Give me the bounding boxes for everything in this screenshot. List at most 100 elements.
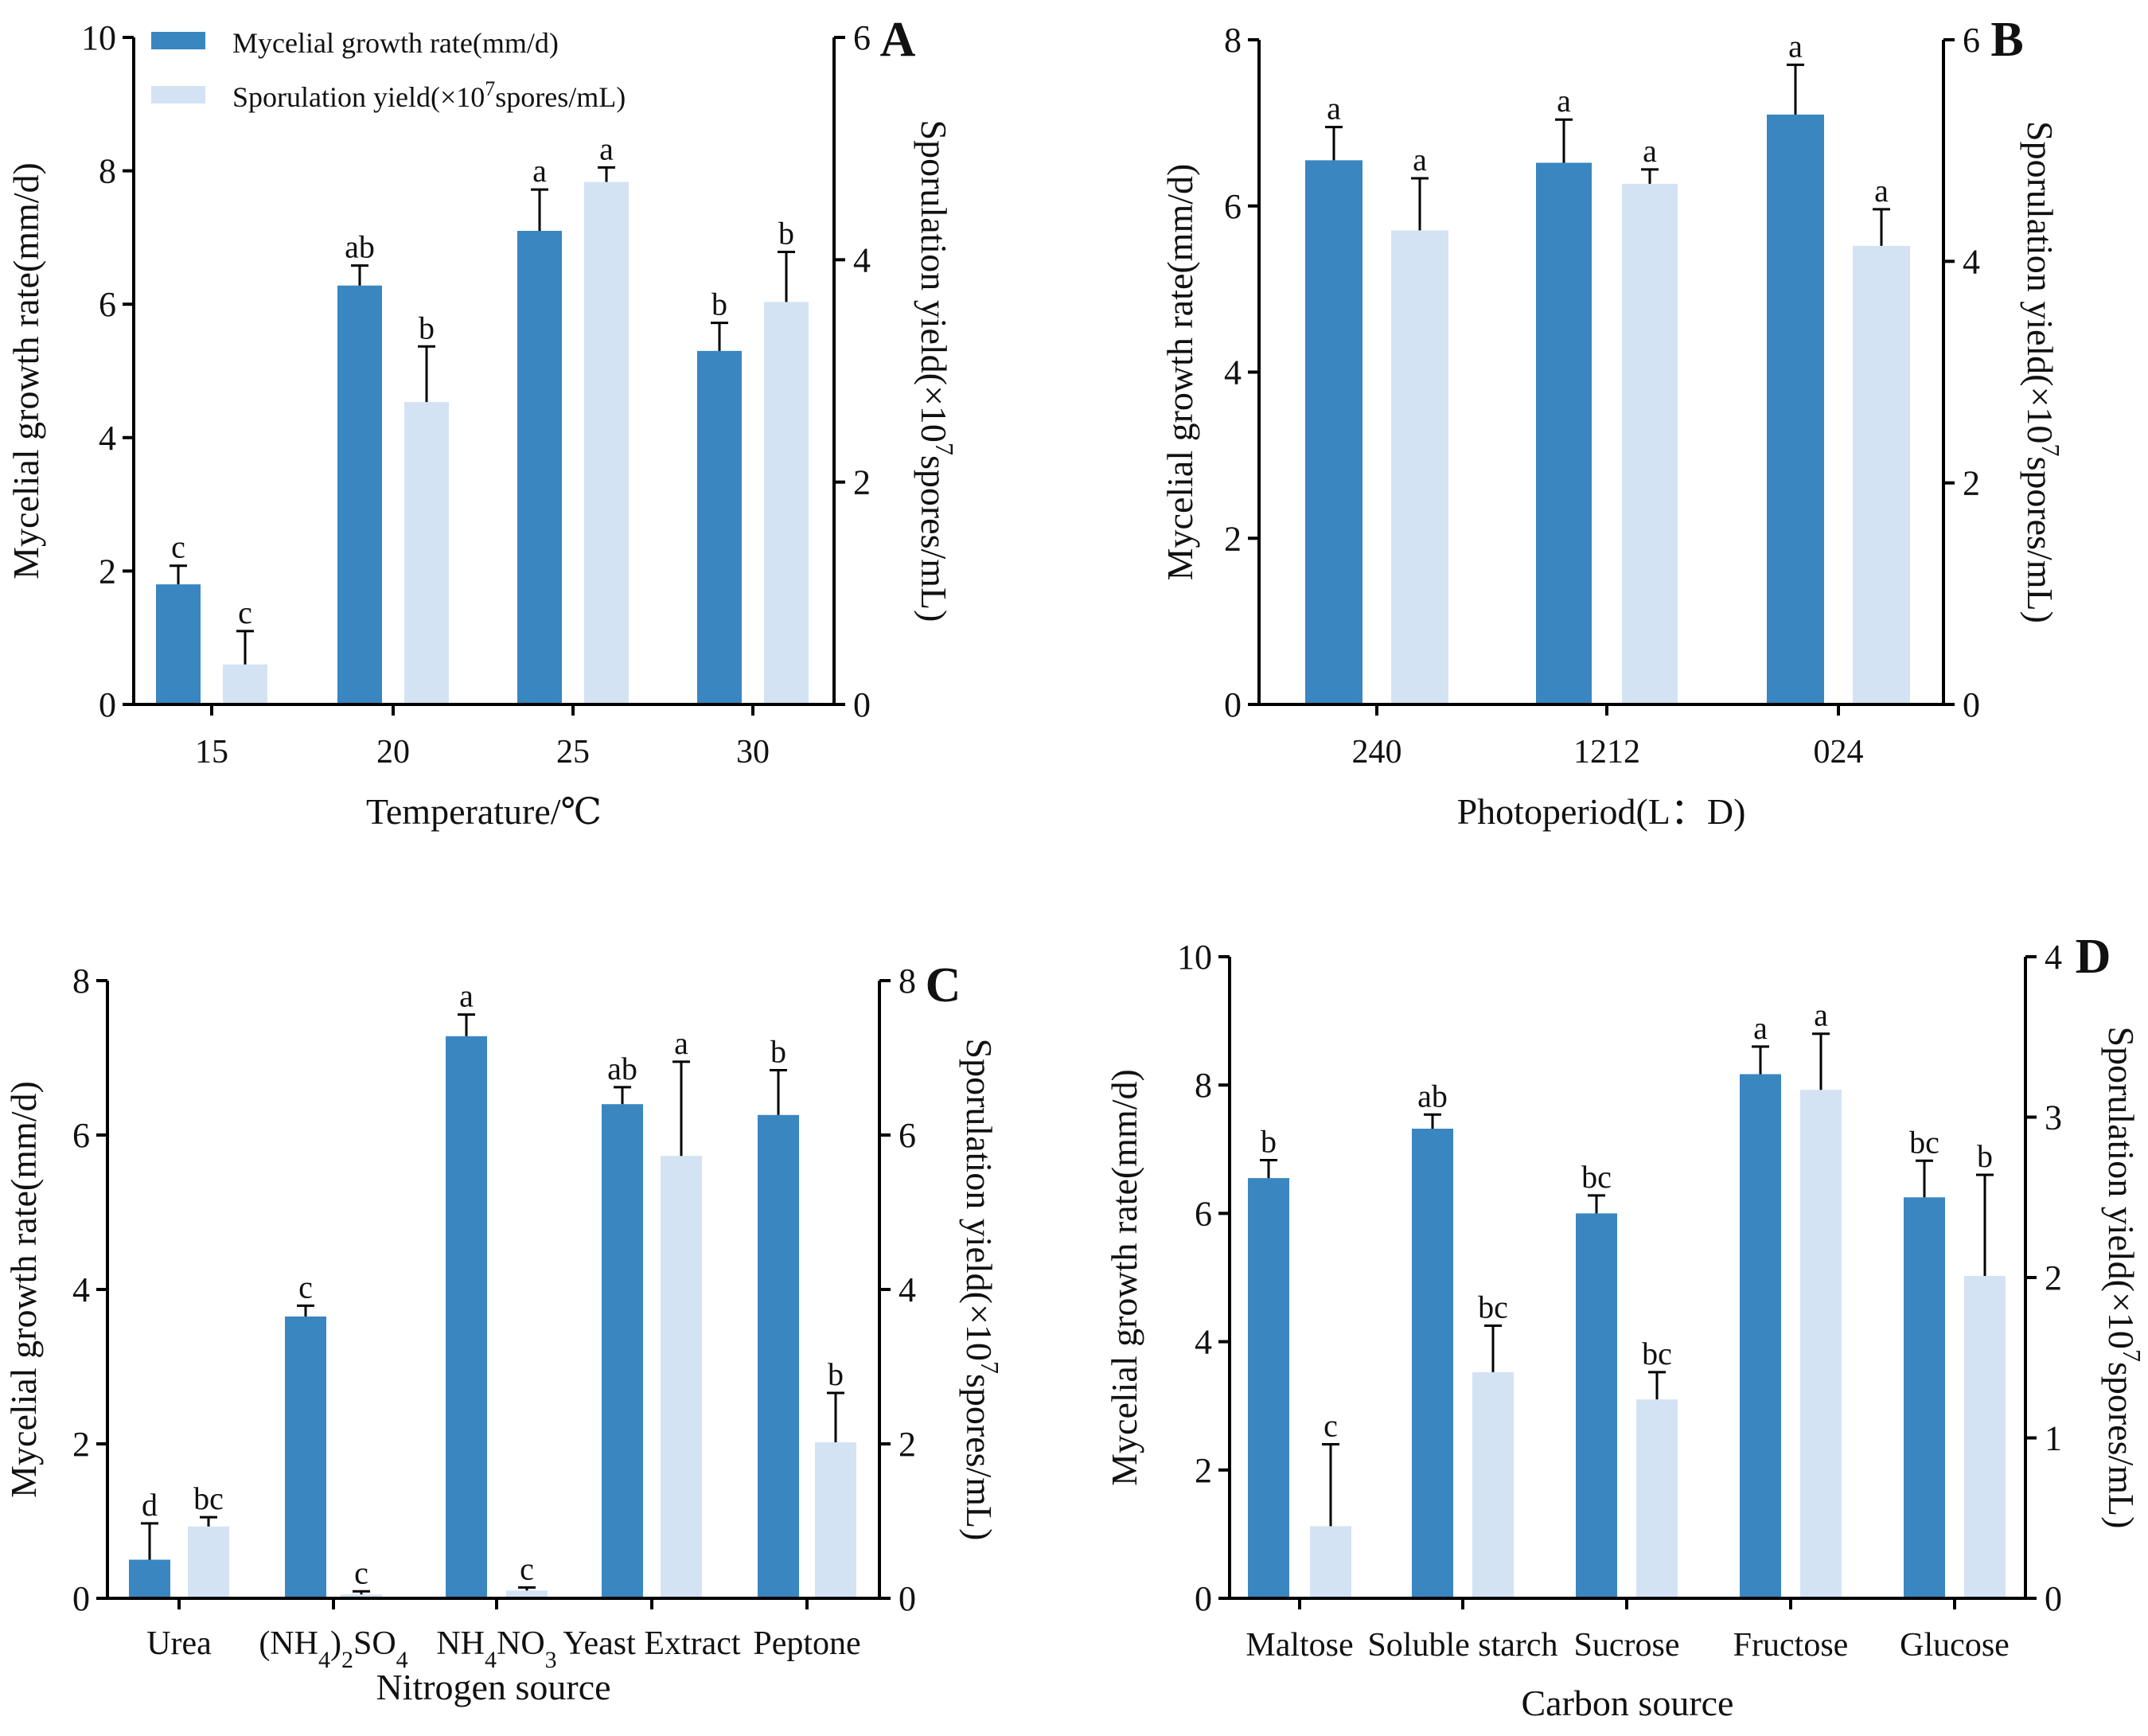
left-tick-label: 6 [1195,1194,1212,1233]
category-label-part: ) [330,1625,341,1662]
left-tick-label: 0 [99,685,116,724]
significance-letter: a [1874,173,1889,209]
bar-D-s0-c1 [1412,1129,1453,1598]
right-tick-label: 8 [899,962,916,1001]
right-y-axis-title-prefix: Sporulation yield(×10 [2101,1027,2142,1349]
left-y-axis-title: Mycelial growth rate(mm/d) [6,162,46,579]
right-y-axis-title-prefix: Sporulation yield(×10 [959,1039,1000,1361]
bar-C-s1-c3 [661,1156,702,1598]
category-label-part: Peptone [753,1625,860,1662]
legend-sporulation-exponent: 7 [485,77,495,100]
significance-letter: b [1261,1124,1277,1160]
left-tick-label: 0 [72,1579,90,1618]
category-label: (NH4)2SO4 [259,1625,407,1673]
bar-C-s1-c1 [341,1594,382,1598]
x-axis-title: Carbon source [1522,1683,1734,1723]
bar-A-s0-c0 [156,584,201,704]
left-tick-label: 0 [1195,1579,1212,1618]
category-label: Fructose [1733,1627,1849,1664]
significance-letter: bc [1642,1336,1672,1371]
right-tick-label: 6 [899,1116,916,1155]
category-label: Urea [146,1625,212,1662]
right-tick-label: 4 [2045,938,2062,977]
bar-B-s1-c2 [1853,245,1910,705]
panel-letter: B [1990,13,2023,67]
category-label-part: NO [497,1625,545,1662]
category-label-part: Sucrose [1574,1627,1680,1664]
category-label-part [1470,1627,1479,1664]
bar-B-s0-c1 [1536,162,1592,705]
right-tick-label: 4 [853,240,871,279]
category-label-sub: 3 [545,1647,557,1673]
category-label: Yeast Extract [563,1625,741,1662]
bar-D-s0-c0 [1248,1178,1289,1598]
significance-letter: ab [607,1051,637,1086]
category-label: 20 [376,734,410,770]
bar-D-s1-c1 [1472,1371,1514,1598]
legend-swatch-growth [151,32,205,49]
significance-letter: bc [1581,1159,1612,1195]
category-label-part: Urea [146,1625,212,1662]
left-tick-label: 10 [1177,938,1212,977]
category-label: Maltose [1246,1627,1353,1664]
left-tick-label: 6 [1224,187,1242,226]
right-tick-label: 6 [1963,21,1980,60]
x-axis-title: Photoperiod(L：D) [1457,791,1746,832]
category-label: 15 [195,734,228,770]
bar-C-s0-c2 [446,1036,487,1598]
bar-C-s0-c3 [602,1104,643,1598]
bar-B-s0-c2 [1767,114,1824,704]
significance-letter: a [1814,997,1828,1033]
significance-letter: b [778,216,794,252]
bar-A-s1-c0 [223,664,267,704]
left-y-axis-title: Mycelial growth rate(mm/d) [3,1081,44,1498]
category-label-part: 20 [376,734,410,770]
right-y-axis-title-suffix: spores/mL) [914,455,954,622]
category-label-part: 30 [736,734,770,770]
left-tick-label: 4 [99,419,116,458]
significance-letter: ab [345,229,375,265]
left-tick-label: 8 [72,962,90,1001]
category-label-sub: 2 [341,1647,353,1673]
right-y-axis-title: Sporulation yield(×107spores/mL) [2020,121,2065,623]
significance-letter: bc [1478,1289,1508,1324]
category-label: Soluble starch [1367,1627,1557,1664]
significance-letter: a [1327,91,1341,127]
left-tick-label: 10 [81,18,116,57]
significance-letter: a [1557,83,1571,119]
left-tick-label: 8 [1195,1066,1212,1105]
bar-C-s0-c1 [285,1316,326,1598]
category-label-part: 25 [556,734,590,770]
panel-letter: A [880,13,916,67]
left-y-axis-title: Mycelial growth rate(mm/d) [1160,164,1200,581]
significance-letter: a [532,153,547,189]
category-label-part: Extract [644,1625,741,1662]
right-y-axis-title-prefix: Sporulation yield(×10 [2020,121,2060,443]
left-tick-label: 2 [99,552,116,591]
right-y-axis-title-prefix: Sporulation yield(×10 [914,120,954,443]
left-tick-label: 2 [1224,519,1242,558]
left-tick-label: 6 [72,1116,90,1155]
bar-C-s1-c0 [188,1526,229,1598]
category-label-part [636,1625,645,1662]
left-tick-label: 4 [1195,1323,1212,1362]
right-y-axis-title-exponent: 7 [930,443,959,455]
bar-A-s0-c1 [337,285,382,705]
x-axis-title: Temperature/℃ [366,791,602,832]
left-tick-label: 0 [1224,685,1242,724]
category-label: 30 [736,734,770,770]
significance-letter: ab [1417,1078,1448,1114]
significance-letter: c [298,1269,313,1305]
right-y-axis-title-exponent: 7 [2037,443,2065,456]
panel-letter: D [2076,930,2111,984]
legend-swatch-sporulation [151,86,205,103]
right-y-axis-title-exponent: 7 [976,1361,1004,1374]
right-tick-label: 0 [853,685,871,724]
significance-letter: c [238,595,252,630]
right-y-axis-title-suffix: spores/mL) [2020,456,2060,623]
bar-D-s1-c3 [1800,1090,1842,1598]
left-tick-label: 8 [99,152,116,191]
x-axis-title: Nitrogen source [376,1667,610,1707]
category-label-sub: 4 [396,1647,408,1673]
